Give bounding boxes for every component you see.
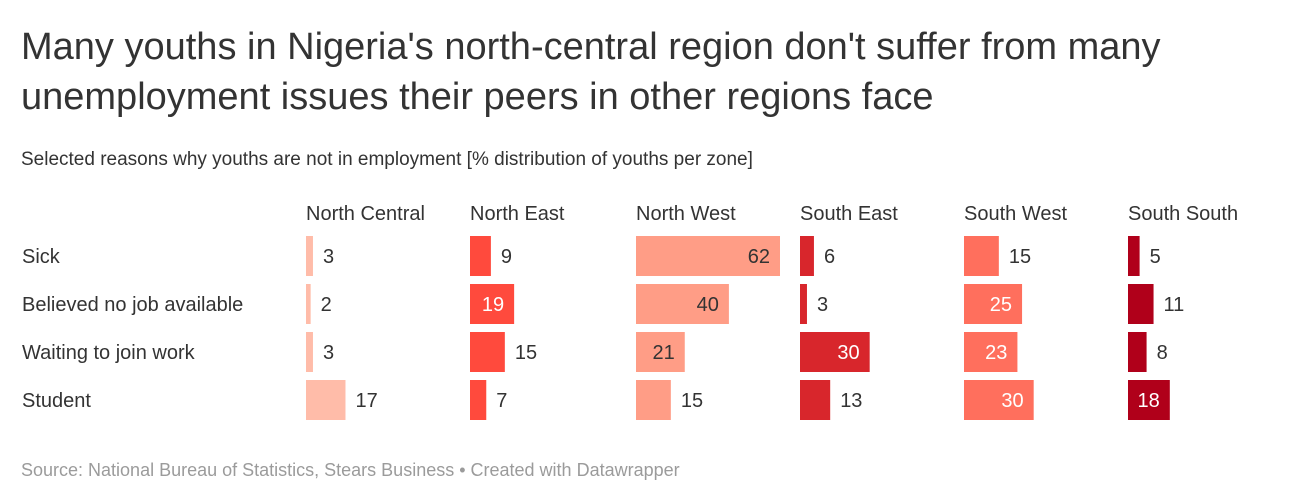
bar-south-east-waiting-to-join-work (800, 332, 870, 372)
row-label-believed-no-job-available: Believed no job available (22, 294, 243, 316)
bar-north-central-student (306, 380, 346, 420)
bar-north-east-believed-no-job-available (470, 284, 515, 324)
value-label-south-west-student: 30 (1001, 390, 1023, 412)
value-label-south-east-student: 13 (840, 390, 862, 412)
row-label-waiting-to-join-work: Waiting to join work (22, 342, 196, 364)
bar-south-east-sick (800, 236, 814, 276)
bar-north-west-sick (636, 236, 780, 276)
bar-south-south-student (1128, 380, 1170, 420)
value-label-north-central-believed-no-job-available: 2 (321, 294, 332, 316)
value-label-south-east-believed-no-job-available: 3 (817, 294, 828, 316)
bar-south-south-believed-no-job-available (1128, 284, 1154, 324)
value-label-north-central-waiting-to-join-work: 3 (323, 342, 334, 364)
bar-north-central-waiting-to-join-work (306, 332, 313, 372)
value-label-north-west-sick: 62 (748, 246, 770, 268)
bar-north-west-waiting-to-join-work (636, 332, 685, 372)
value-label-north-east-student: 7 (496, 390, 507, 412)
bar-north-west-believed-no-job-available (636, 284, 729, 324)
value-label-north-east-sick: 9 (501, 246, 512, 268)
value-label-south-west-waiting-to-join-work: 23 (985, 342, 1007, 364)
bar-south-east-student (800, 380, 831, 420)
bar-north-east-sick (470, 236, 491, 276)
value-label-south-south-believed-no-job-available: 11 (1164, 294, 1185, 316)
value-label-south-south-student: 18 (1138, 390, 1160, 412)
row-label-student: Student (22, 390, 91, 412)
source-note: Source: National Bureau of Statistics, S… (21, 460, 680, 480)
chart-title: Many youths in Nigeria's north-central r… (21, 26, 1161, 118)
value-label-south-south-sick: 5 (1150, 246, 1161, 268)
bar-north-central-believed-no-job-available (306, 284, 311, 324)
bar-north-west-student (636, 380, 671, 420)
bar-south-south-sick (1128, 236, 1140, 276)
value-label-south-west-sick: 15 (1009, 246, 1031, 268)
value-label-south-south-waiting-to-join-work: 8 (1157, 342, 1168, 364)
bar-south-west-student (964, 380, 1034, 420)
panel-header-north-east: North East (470, 203, 565, 225)
value-label-south-west-believed-no-job-available: 25 (990, 294, 1012, 316)
chart-subtitle: Selected reasons why youths are not in e… (21, 149, 753, 170)
panel-header-south-east: South East (800, 203, 898, 225)
value-label-north-central-student: 17 (355, 390, 377, 412)
value-label-south-east-waiting-to-join-work: 30 (837, 342, 859, 364)
panel-header-south-south: South South (1128, 203, 1238, 225)
value-label-north-east-believed-no-job-available: 19 (482, 294, 504, 316)
value-label-north-west-believed-no-job-available: 40 (697, 294, 719, 316)
bar-south-west-believed-no-job-available (964, 284, 1023, 324)
row-label-sick: Sick (22, 246, 61, 268)
value-label-south-east-sick: 6 (824, 246, 835, 268)
bar-south-south-waiting-to-join-work (1128, 332, 1147, 372)
value-label-north-west-waiting-to-join-work: 21 (653, 342, 675, 364)
bar-north-east-waiting-to-join-work (470, 332, 505, 372)
panel-header-south-west: South West (964, 203, 1067, 225)
panel-header-north-central: North Central (306, 203, 425, 225)
bar-north-east-student (470, 380, 487, 420)
value-label-north-west-student: 15 (681, 390, 703, 412)
bar-south-east-believed-no-job-available (800, 284, 807, 324)
bar-south-west-waiting-to-join-work (964, 332, 1018, 372)
value-label-north-central-sick: 3 (323, 246, 334, 268)
panel-header-north-west: North West (636, 203, 736, 225)
bar-south-west-sick (964, 236, 999, 276)
value-label-north-east-waiting-to-join-work: 15 (515, 342, 537, 364)
bar-north-central-sick (306, 236, 313, 276)
